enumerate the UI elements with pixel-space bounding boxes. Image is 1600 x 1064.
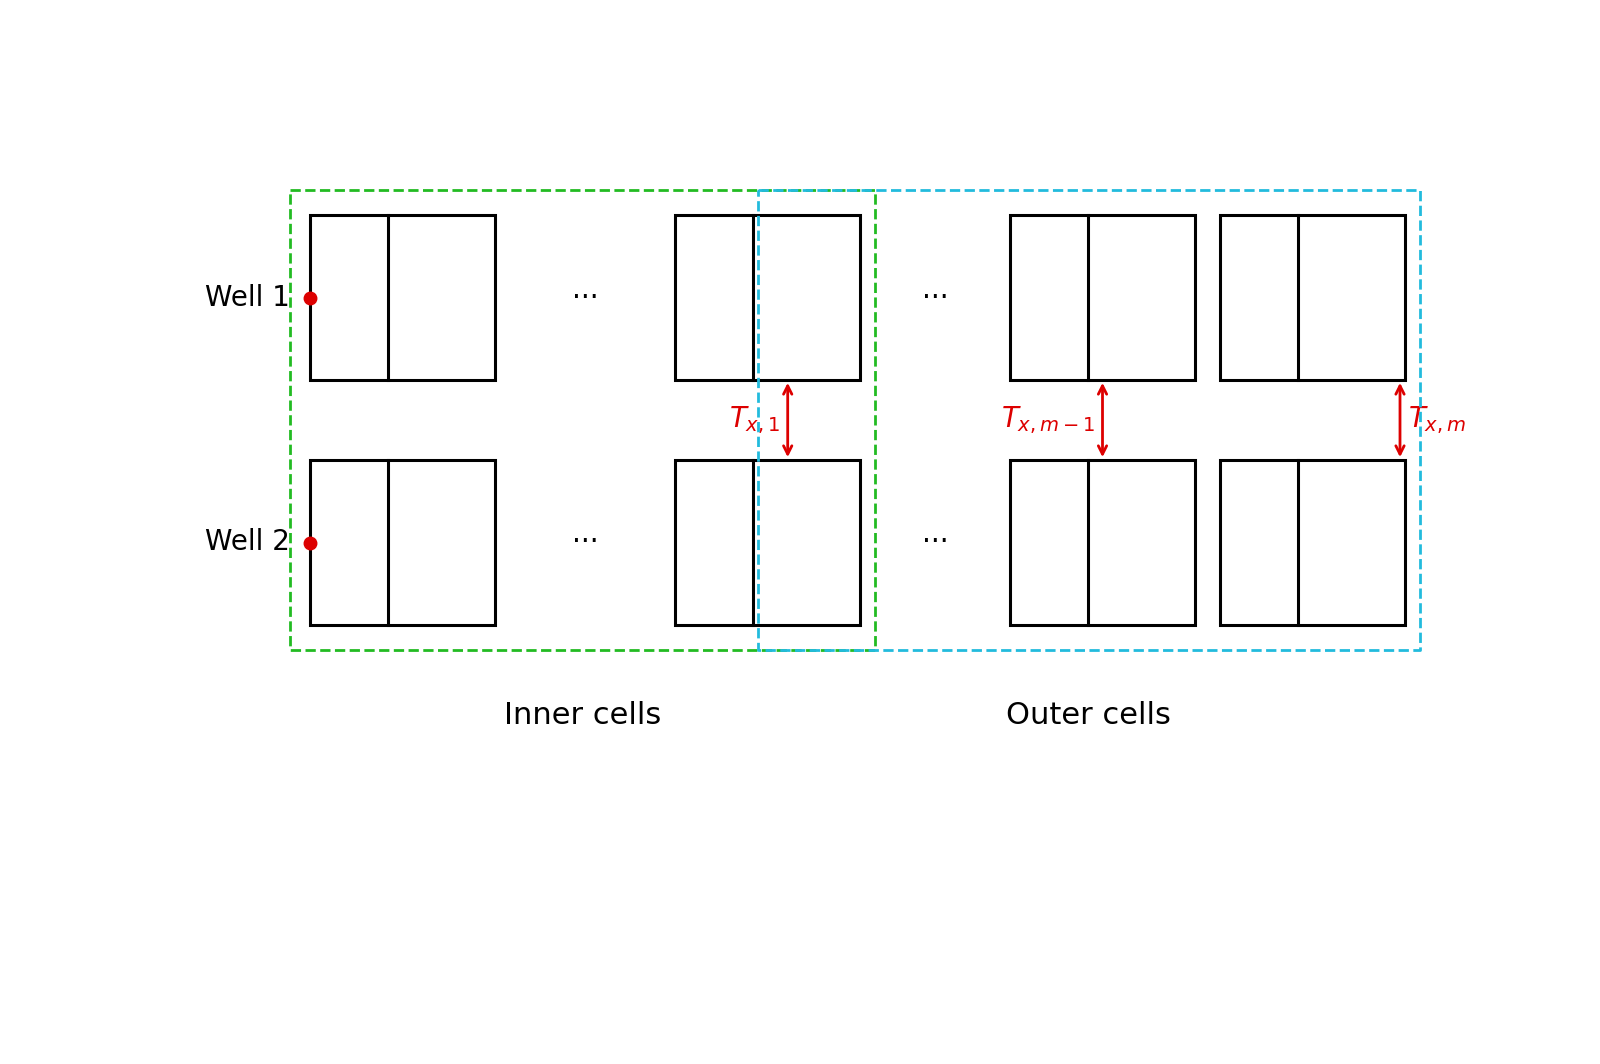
Bar [1010,460,1195,625]
Bar [1010,215,1195,380]
Text: $T_{x,m-1}$: $T_{x,m-1}$ [1000,404,1094,436]
Text: Well 2: Well 2 [205,529,290,556]
Bar [310,215,494,380]
Bar [675,460,861,625]
Text: ···: ··· [922,529,949,556]
Text: $T_{x,1}$: $T_{x,1}$ [728,404,779,436]
Text: Outer cells: Outer cells [1006,700,1171,730]
Bar [310,460,494,625]
Bar [1221,215,1405,380]
Text: Inner cells: Inner cells [504,700,661,730]
Text: ···: ··· [571,529,598,556]
Text: $T_{x,m}$: $T_{x,m}$ [1408,404,1466,436]
Text: ···: ··· [571,283,598,312]
Bar [1221,460,1405,625]
Text: Well 1: Well 1 [205,283,290,312]
Text: ···: ··· [922,283,949,312]
Bar [675,215,861,380]
